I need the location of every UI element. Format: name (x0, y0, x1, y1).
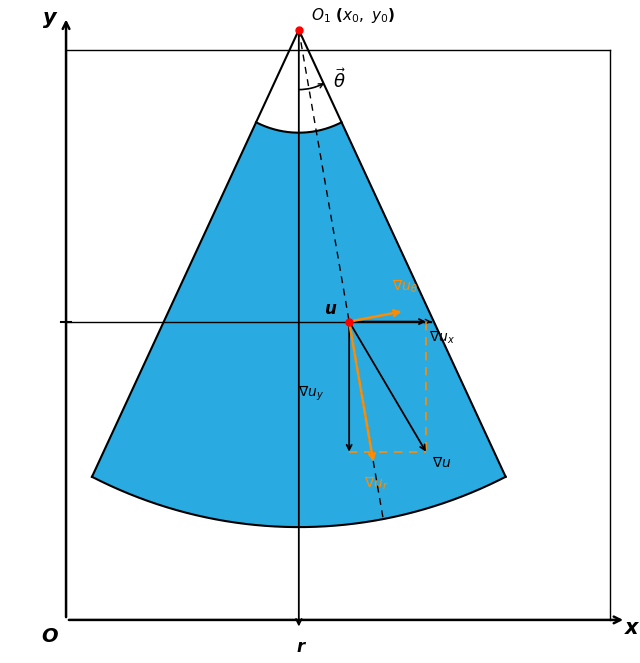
Wedge shape (92, 122, 506, 527)
Text: $\nabla u_{\theta}$: $\nabla u_{\theta}$ (392, 278, 418, 295)
Text: $\nabla u_{x}$: $\nabla u_{x}$ (429, 328, 455, 345)
Text: $\boldsymbol{u}$: $\boldsymbol{u}$ (324, 300, 338, 318)
Text: $\boldsymbol{y}$: $\boldsymbol{y}$ (42, 10, 58, 30)
Text: $\nabla u_{y}$: $\nabla u_{y}$ (298, 384, 324, 403)
Text: $\vec{\theta}$: $\vec{\theta}$ (333, 68, 346, 91)
Text: $\boldsymbol{x}$: $\boldsymbol{x}$ (624, 618, 640, 638)
Text: $\boldsymbol{O_1}$$\boldsymbol{\ (x_0,\ y_0)}$: $\boldsymbol{O_1}$$\boldsymbol{\ (x_0,\ … (312, 6, 396, 25)
Text: $\boldsymbol{O}$: $\boldsymbol{O}$ (42, 627, 60, 646)
Text: $\nabla u_{r}$: $\nabla u_{r}$ (364, 475, 389, 493)
Text: $\boldsymbol{r}$: $\boldsymbol{r}$ (296, 638, 307, 656)
Text: $\nabla u$: $\nabla u$ (432, 455, 452, 470)
